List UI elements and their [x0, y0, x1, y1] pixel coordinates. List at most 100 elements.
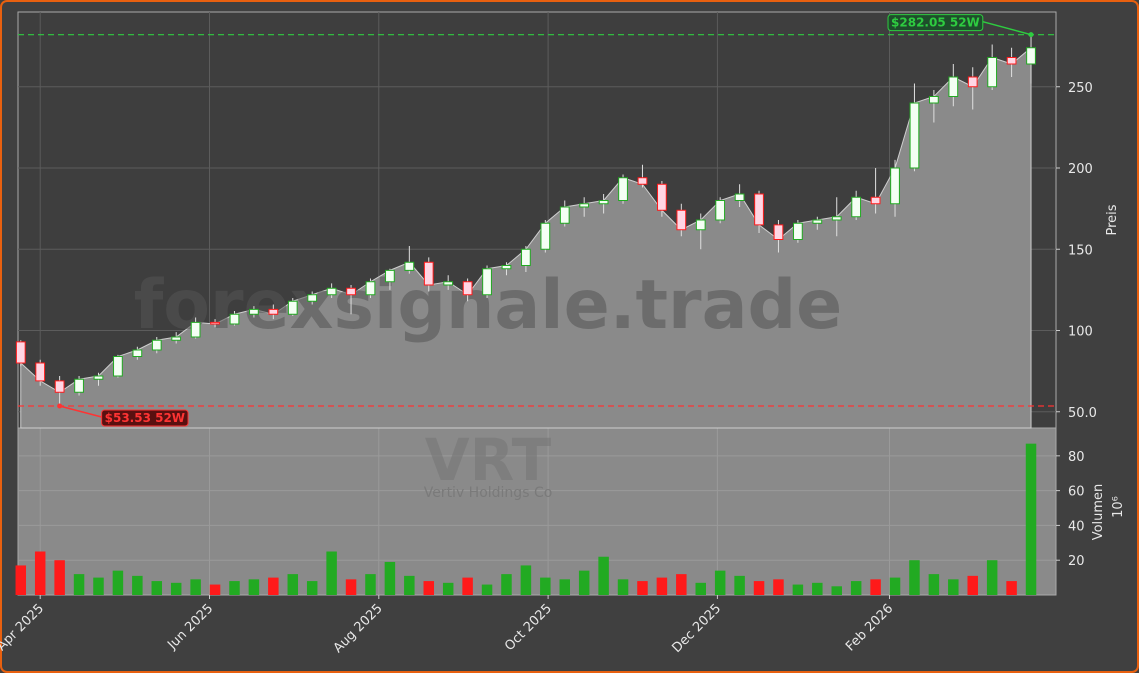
candle-body [948, 76, 959, 97]
volume-bar [442, 582, 454, 595]
volume-bar [695, 582, 706, 595]
arrow-head [57, 403, 63, 409]
volume-bar [617, 579, 629, 595]
volume-bar [792, 584, 804, 595]
company-watermark: Vertiv Holdings Co [424, 485, 553, 501]
candle-body [773, 224, 784, 240]
candle-body [812, 219, 823, 224]
y-tick-label: 20 [1068, 554, 1085, 569]
candle-body [365, 281, 376, 296]
volume-bar [34, 551, 46, 595]
volume-bar [559, 579, 570, 595]
volume-bar [714, 570, 726, 595]
annotation-label: $282.05 52W [891, 16, 980, 30]
volume-bar [773, 579, 784, 595]
volume-bar [1025, 443, 1037, 595]
volume-bar [1006, 581, 1017, 595]
candle-body [268, 308, 279, 315]
y-axis-label: Preis [1105, 204, 1120, 235]
volume-bar [287, 574, 299, 595]
volume-bar [909, 560, 920, 595]
volume-axis-label: Volumen [1091, 484, 1106, 541]
volume-unit: 10⁶ [1111, 496, 1126, 518]
volume-bar [598, 556, 609, 595]
volume-bar [831, 586, 842, 595]
candle-body [54, 380, 65, 393]
volume-bar [190, 579, 201, 595]
candle-body [715, 200, 726, 221]
volume-bar [112, 570, 124, 595]
volume-bar [268, 577, 279, 595]
volume-bar [928, 574, 940, 595]
annotation-label: $53.53 52W [105, 411, 185, 425]
volume-bar [326, 551, 337, 595]
volume-bar [501, 574, 512, 595]
candle-body [1026, 47, 1036, 65]
candle-body [637, 177, 648, 185]
annotation-arrow [982, 20, 1032, 36]
arrow-head [1028, 32, 1034, 38]
volume-bar [54, 560, 65, 595]
volume-bar [15, 565, 27, 595]
candle-body [113, 356, 123, 377]
y-tick-label: 150 [1068, 243, 1093, 258]
candle-body [967, 76, 978, 88]
candle-body [695, 219, 706, 231]
candle-body [987, 57, 998, 88]
volume-bar [850, 581, 862, 595]
candle-body [151, 339, 162, 351]
volume-bar [462, 577, 473, 595]
volume-bar [656, 577, 668, 595]
candle-body [35, 362, 46, 382]
candle-body [210, 321, 220, 325]
volume-bar [520, 565, 532, 595]
volume-bar [365, 574, 376, 595]
candle-body [559, 206, 570, 224]
candle-body [482, 268, 492, 296]
volume-bar [170, 582, 182, 595]
candle-body [249, 308, 259, 315]
y-tick-label: 80 [1068, 450, 1085, 465]
candle-body [501, 265, 512, 270]
candle-body [657, 183, 667, 211]
annotation-box [887, 14, 984, 32]
volume-bar [306, 581, 318, 595]
volume-bar [540, 577, 551, 595]
candle-body [132, 349, 143, 357]
candle-body [346, 287, 356, 296]
candle-body [521, 248, 531, 266]
candle-body [74, 378, 84, 393]
candle-body [93, 375, 104, 380]
candle-body [229, 313, 240, 325]
candle-body [618, 177, 628, 201]
candle-body [909, 102, 920, 169]
annotation: $282.05 52W [887, 14, 1034, 38]
volume-bar [345, 579, 357, 595]
candle-body [171, 336, 182, 341]
ticker-watermark: VRT [425, 426, 552, 494]
volume-bar [889, 577, 901, 595]
volume-bar [481, 584, 493, 595]
marks: $282.05 52W $53.53 52W [15, 14, 1056, 595]
volume-bar [578, 570, 590, 595]
volume-bar [734, 575, 745, 595]
candle-body [1006, 57, 1017, 65]
y-tick-label: 200 [1068, 162, 1093, 177]
volume-bar [967, 575, 978, 595]
candle-body [579, 203, 590, 208]
candle-body [15, 341, 26, 364]
y-tick-label: 100 [1068, 325, 1093, 340]
candle-body [851, 196, 862, 218]
annotation: $53.53 52W [57, 403, 189, 427]
annotation-box [101, 409, 189, 427]
candle-body [793, 222, 803, 240]
volume-bar [870, 579, 881, 595]
candle-body [326, 287, 337, 296]
candle-body [676, 209, 687, 231]
candle-body [598, 200, 609, 205]
volume-bar [637, 581, 648, 595]
volume-bar [423, 581, 435, 595]
volume-bar [384, 561, 396, 595]
candle-body [287, 300, 298, 315]
